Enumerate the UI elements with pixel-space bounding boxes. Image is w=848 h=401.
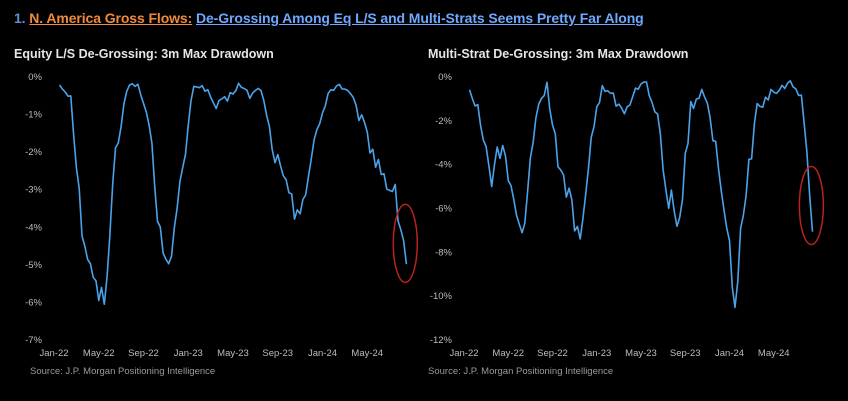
chart1-xtick-label: May-22 xyxy=(492,348,524,359)
left-chart-source: Source: J.P. Morgan Positioning Intellig… xyxy=(30,366,216,377)
headline-number: 1. xyxy=(14,10,26,26)
chart0-xtick-label: May-23 xyxy=(217,348,249,359)
chart0-series-line xyxy=(58,82,408,305)
headline: 1. N. America Gross Flows: De-Grossing A… xyxy=(14,10,644,26)
chart0-ytick-label: 0% xyxy=(28,72,42,83)
chart1-xtick-label: May-23 xyxy=(625,348,657,359)
chart0-xtick-label: Jan-22 xyxy=(39,348,68,359)
chart1-xtick-label: May-24 xyxy=(758,348,790,359)
chart0-xtick-label: Jan-24 xyxy=(308,348,337,359)
chart1-xtick-label: Jan-22 xyxy=(449,348,478,359)
chart1-series-line xyxy=(468,80,814,309)
chart0-ytick-label: -5% xyxy=(25,260,42,271)
chart1-xtick-label: Sep-22 xyxy=(537,348,568,359)
chart0-ytick-label: -3% xyxy=(25,185,42,196)
chart1-ytick-label: -2% xyxy=(435,116,452,127)
left-chart-title: Equity L/S De-Grossing: 3m Max Drawdown xyxy=(14,47,274,61)
chart0-xtick-label: May-24 xyxy=(351,348,383,359)
chart0-xtick-label: Sep-22 xyxy=(128,348,159,359)
chart1-ytick-label: -12% xyxy=(430,335,453,346)
chart0-ytick-label: -6% xyxy=(25,297,42,308)
chart1-ytick-label: -4% xyxy=(435,160,452,171)
chart0-ytick-label: -2% xyxy=(25,147,42,158)
chart0-ytick-label: -1% xyxy=(25,110,42,121)
headline-lead: N. America Gross Flows: xyxy=(29,10,193,26)
right-chart-source: Source: J.P. Morgan Positioning Intellig… xyxy=(428,366,614,377)
chart1-ytick-label: 0% xyxy=(438,72,452,83)
chart0-xtick-label: May-22 xyxy=(83,348,115,359)
headline-rest: De-Grossing Among Eq L/S and Multi-Strat… xyxy=(195,10,644,26)
chart0-xtick-label: Sep-23 xyxy=(262,348,293,359)
chart1-ytick-label: -10% xyxy=(430,291,453,302)
right-chart-title: Multi-Strat De-Grossing: 3m Max Drawdown xyxy=(428,47,689,61)
chart0-ytick-label: -4% xyxy=(25,222,42,233)
chart0-highlight-circle xyxy=(392,203,419,284)
chart1-highlight-circle xyxy=(798,165,825,246)
chart1-xtick-label: Jan-23 xyxy=(582,348,611,359)
chart1-xtick-label: Sep-23 xyxy=(670,348,701,359)
chart0-ytick-label: -7% xyxy=(25,335,42,346)
chart1-ytick-label: -6% xyxy=(435,204,452,215)
chart1-xtick-label: Jan-24 xyxy=(715,348,744,359)
chart1-ytick-label: -8% xyxy=(435,247,452,258)
chart0-xtick-label: Jan-23 xyxy=(174,348,203,359)
